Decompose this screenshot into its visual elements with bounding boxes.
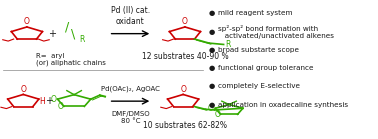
- Text: ●: ●: [209, 65, 215, 71]
- Text: Pd(OAc)₂, AgOAC: Pd(OAc)₂, AgOAC: [101, 85, 160, 92]
- Text: \: \: [71, 27, 76, 40]
- Text: ●: ●: [209, 83, 215, 89]
- Text: O: O: [50, 95, 56, 104]
- Text: broad substarte scope: broad substarte scope: [218, 47, 299, 53]
- Text: O: O: [58, 102, 64, 111]
- Text: 10 substrates 62-82%: 10 substrates 62-82%: [143, 121, 227, 130]
- Text: +: +: [45, 96, 53, 106]
- Text: ●: ●: [209, 29, 215, 35]
- Text: completely E-selective: completely E-selective: [218, 83, 300, 89]
- Text: application in oxadecaline synthesis: application in oxadecaline synthesis: [218, 101, 348, 108]
- Text: mild reagent system: mild reagent system: [218, 10, 292, 16]
- Text: functional group tolerance: functional group tolerance: [218, 65, 313, 71]
- Text: sp²-sp² bond formation with
   activated/unactivated alkenes: sp²-sp² bond formation with activated/un…: [218, 25, 334, 39]
- Text: O: O: [24, 17, 30, 26]
- Text: H: H: [40, 97, 45, 106]
- Text: O: O: [182, 17, 188, 26]
- Text: O: O: [180, 85, 186, 94]
- Text: +: +: [48, 29, 56, 39]
- Text: 12 substrates 40-90 %: 12 substrates 40-90 %: [142, 52, 228, 61]
- Text: O: O: [215, 110, 220, 119]
- Text: O: O: [20, 85, 26, 94]
- Text: R: R: [80, 35, 85, 44]
- Text: ●: ●: [209, 10, 215, 16]
- Text: Pd (II) cat.
oxidant: Pd (II) cat. oxidant: [111, 6, 150, 26]
- Text: DMF/DMSO
80 °C: DMF/DMSO 80 °C: [111, 111, 150, 124]
- Text: ●: ●: [209, 101, 215, 108]
- Text: R: R: [225, 40, 231, 49]
- Text: R=  aryl
(or) aliphatic chains: R= aryl (or) aliphatic chains: [36, 53, 106, 66]
- Text: ●: ●: [209, 47, 215, 53]
- Text: O: O: [208, 104, 214, 113]
- Text: /: /: [65, 20, 69, 33]
